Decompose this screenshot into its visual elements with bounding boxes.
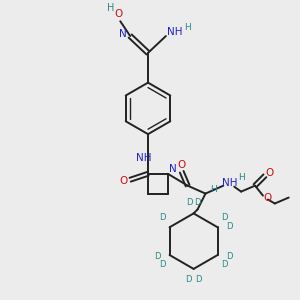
Text: NH: NH xyxy=(167,27,182,37)
Text: N: N xyxy=(169,164,177,174)
Text: O: O xyxy=(264,193,272,202)
Text: D: D xyxy=(159,213,166,222)
Text: D: D xyxy=(186,198,193,207)
Text: H: H xyxy=(184,22,191,32)
Text: D: D xyxy=(194,198,201,207)
Text: O: O xyxy=(119,176,128,186)
Text: H: H xyxy=(238,173,244,182)
Text: D: D xyxy=(195,275,202,284)
Text: H: H xyxy=(107,3,114,13)
Text: D: D xyxy=(221,213,228,222)
Text: NH: NH xyxy=(223,178,238,188)
Text: D: D xyxy=(159,260,166,269)
Text: D: D xyxy=(226,222,233,231)
Text: O: O xyxy=(178,160,186,170)
Text: D: D xyxy=(154,252,161,261)
Text: O: O xyxy=(266,168,274,178)
Text: O: O xyxy=(114,9,122,19)
Text: H: H xyxy=(210,185,217,194)
Text: D: D xyxy=(185,275,192,284)
Text: D: D xyxy=(221,260,228,269)
Text: N: N xyxy=(119,29,127,39)
Text: NH: NH xyxy=(136,153,152,163)
Text: D: D xyxy=(226,252,233,261)
